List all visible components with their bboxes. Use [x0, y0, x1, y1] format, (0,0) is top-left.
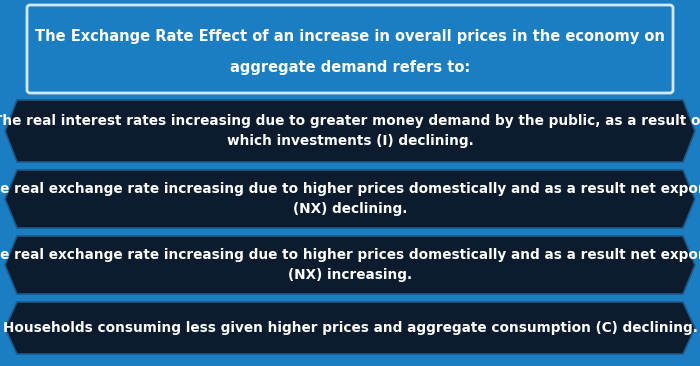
Text: The Exchange Rate Effect of an increase in overall prices in the economy on: The Exchange Rate Effect of an increase … — [35, 29, 665, 44]
Polygon shape — [5, 302, 695, 354]
Polygon shape — [5, 170, 695, 228]
Text: aggregate demand refers to:: aggregate demand refers to: — [230, 60, 470, 75]
Text: Households consuming less given higher prices and aggregate consumption (C) decl: Households consuming less given higher p… — [3, 321, 697, 335]
FancyBboxPatch shape — [27, 5, 673, 93]
Polygon shape — [5, 100, 695, 162]
Text: The real exchange rate increasing due to higher prices domestically and as a res: The real exchange rate increasing due to… — [0, 248, 700, 282]
Polygon shape — [5, 236, 695, 294]
Text: The real exchange rate increasing due to higher prices domestically and as a res: The real exchange rate increasing due to… — [0, 182, 700, 216]
Text: The real interest rates increasing due to greater money demand by the public, as: The real interest rates increasing due t… — [0, 114, 700, 148]
